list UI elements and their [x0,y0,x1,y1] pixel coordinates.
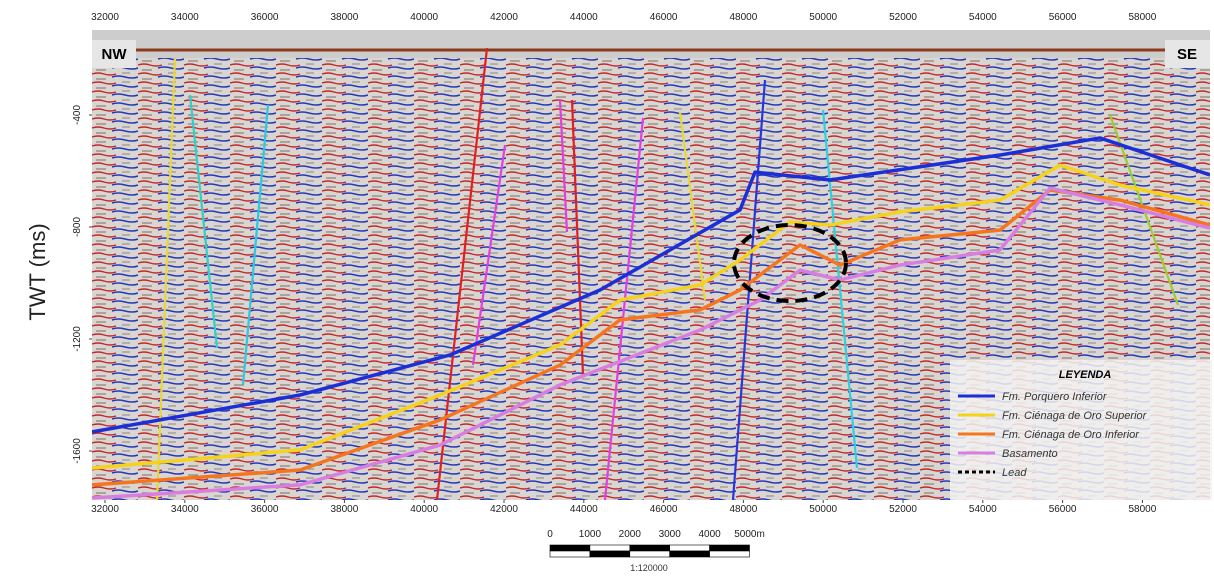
legend-label: Fm. Ciénaga de Oro Superior [1002,410,1148,422]
legend-title: LEYENDA [1059,369,1112,381]
legend-label: Fm. Ciénaga de Oro Inferior [1002,429,1140,441]
x-tick-label: 50000 [809,504,837,515]
x-tick-label: 32000 [91,12,119,23]
x-tick-label: 34000 [171,504,199,515]
scale-segment [589,550,631,558]
x-tick-label: 38000 [331,504,359,515]
top-strip [92,30,1210,58]
x-tick-label: 36000 [251,504,279,515]
scale-segment [629,550,671,558]
x-tick-label: 54000 [969,504,997,515]
fault [603,117,645,500]
x-tick-label: 44000 [570,12,598,23]
scale-segment [589,544,631,552]
fault [821,109,859,469]
y-tick-label: -1200 [72,326,83,352]
x-tick-label: 50000 [809,12,837,23]
x-tick-label: 36000 [251,12,279,23]
y-axis-label: TWT (ms) [25,223,50,320]
x-tick-label: 40000 [410,504,438,515]
legend: Fm. Porquero Inferior Fm. Ciénaga de Oro … [958,391,1148,479]
x-tick-label: 38000 [331,12,359,23]
scale-label: 2000 [619,529,642,540]
scale-segment [709,550,750,558]
scale-label: 3000 [659,529,682,540]
scale-segment [549,550,591,558]
x-tick-label: 52000 [889,504,917,515]
horizons [92,136,1210,500]
horizon [92,186,1210,500]
fault [241,104,270,386]
x-tick-label: 56000 [1049,12,1077,23]
y-tick-label: -1600 [72,438,83,464]
scale-segment [669,544,710,552]
fault [155,57,177,500]
x-tick-label: 32000 [91,504,119,515]
horizon [92,163,1210,470]
scale-label: 0 [547,529,553,540]
scale-segment [549,544,591,552]
y-tick-label: -800 [72,217,83,237]
x-tick-label: 58000 [1129,12,1157,23]
legend-label: Basamento [1002,448,1058,460]
lead-outline [732,223,848,303]
x-tick-label: 52000 [889,12,917,23]
y-tick-label: -400 [72,105,83,125]
side-label: NW [102,46,128,63]
horizon [92,136,1210,434]
side-label: SE [1177,46,1197,63]
x-tick-label: 48000 [730,504,758,515]
axes: 32000 32000 34000 34000 36000 36000 38000 38000… [72,12,1157,515]
se-box [1165,40,1210,68]
fault [188,94,219,349]
legend-label: Fm. Porquero Inferior [1002,391,1108,403]
scale-label: 5000m [734,529,765,540]
scale-label: 1000 [579,529,602,540]
x-tick-label: 48000 [730,12,758,23]
fault [435,47,489,500]
scale-label: 4000 [698,529,721,540]
scale-bar: 0 1000 2000 3000 4000 5000m [547,529,765,558]
scale-segment [709,544,750,552]
scale-ratio: 1:120000 [630,563,668,573]
x-tick-label: 42000 [490,12,518,23]
legend-box [950,360,1212,500]
scale-segment [629,544,671,552]
x-tick-label: 56000 [1049,504,1077,515]
fault [471,144,507,366]
nw-box [92,40,136,68]
scale-segment [669,550,710,558]
faults [155,47,1180,500]
x-tick-label: 44000 [570,504,598,515]
x-tick-label: 34000 [171,12,199,23]
fault [678,111,707,301]
x-tick-label: 54000 [969,12,997,23]
x-tick-label: 40000 [410,12,438,23]
x-tick-label: 58000 [1129,504,1157,515]
fault [558,99,569,233]
x-tick-label: 46000 [650,504,678,515]
x-tick-label: 42000 [490,504,518,515]
x-tick-label: 46000 [650,12,678,23]
legend-label: Lead [1002,467,1027,479]
